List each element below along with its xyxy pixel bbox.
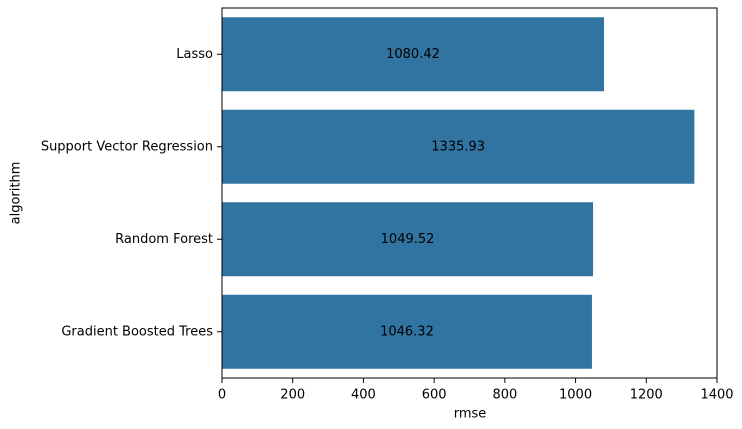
bar bbox=[222, 294, 592, 369]
bar bbox=[222, 202, 594, 277]
x-tick-label: 0 bbox=[218, 388, 226, 403]
x-tick-label: 400 bbox=[351, 388, 376, 403]
x-tick-label: 1000 bbox=[559, 388, 592, 403]
x-tick-label: 1400 bbox=[700, 388, 733, 403]
bar bbox=[222, 17, 605, 92]
x-axis-label: rmse bbox=[454, 407, 487, 422]
data-label: 1335.93 bbox=[431, 139, 485, 154]
data-label: 1049.52 bbox=[381, 232, 435, 247]
y-tick-label: Support Vector Regression bbox=[41, 139, 213, 154]
bar bbox=[222, 109, 695, 184]
y-tick-label: Gradient Boosted Trees bbox=[61, 324, 213, 339]
x-tick-label: 600 bbox=[422, 388, 447, 403]
data-label: 1080.42 bbox=[386, 47, 440, 62]
x-tick-label: 1200 bbox=[630, 388, 663, 403]
y-tick-label: Random Forest bbox=[115, 232, 213, 247]
x-tick-label: 800 bbox=[492, 388, 517, 403]
x-tick-label: 200 bbox=[280, 388, 305, 403]
y-axis-label: algorithm bbox=[9, 162, 24, 225]
data-label: 1046.32 bbox=[380, 324, 434, 339]
y-tick-label: Lasso bbox=[176, 47, 213, 62]
plot-frame bbox=[221, 7, 718, 379]
